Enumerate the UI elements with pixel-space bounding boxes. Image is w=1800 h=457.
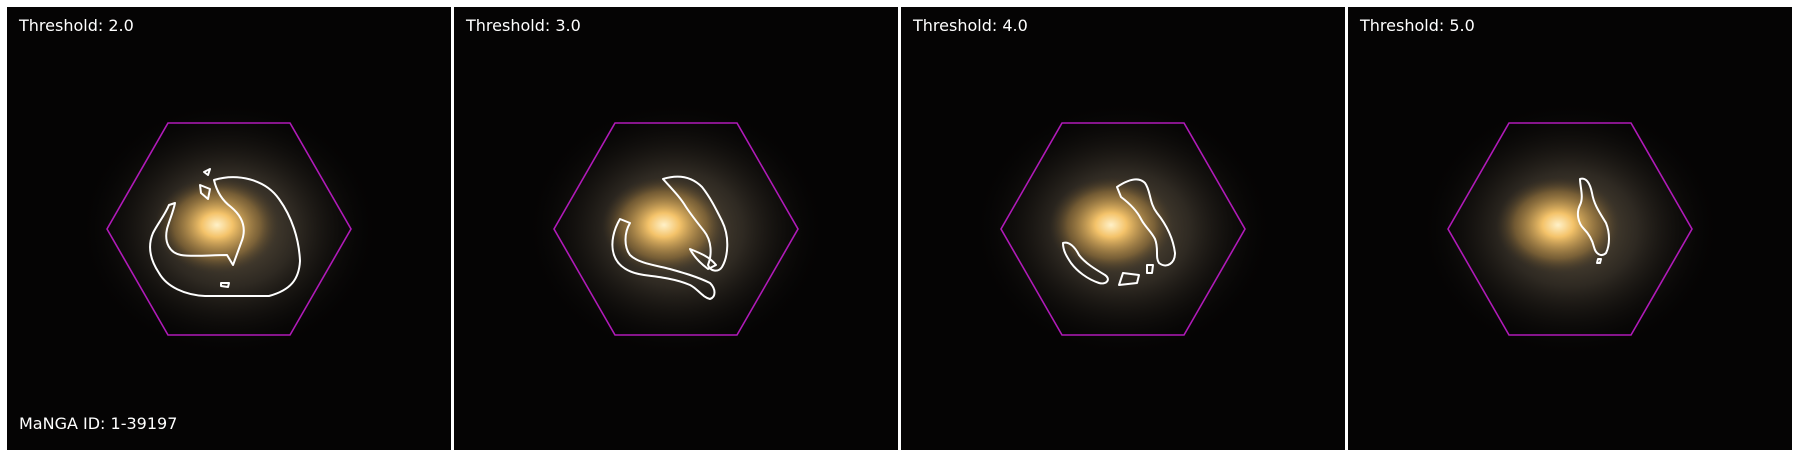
contours xyxy=(611,175,729,300)
galaxy-core xyxy=(602,177,726,273)
contour xyxy=(1116,178,1176,267)
contour xyxy=(199,184,211,200)
ifu-hexagon xyxy=(106,122,352,336)
threshold-label: Threshold: 4.0 xyxy=(913,16,1028,35)
galaxy-image xyxy=(973,101,1273,357)
panel-threshold-2: Threshold: 2.0 MaNGA ID: 1-39197 xyxy=(7,7,451,450)
contour xyxy=(1118,272,1140,286)
contour xyxy=(203,168,211,176)
contour xyxy=(1062,241,1109,285)
threshold-label: Threshold: 5.0 xyxy=(1360,16,1475,35)
contours xyxy=(1576,177,1610,264)
contour xyxy=(1576,177,1610,256)
panel-threshold-3: Threshold: 3.0 xyxy=(454,7,898,450)
contours xyxy=(1062,178,1176,286)
ifu-hexagon xyxy=(1000,122,1246,336)
panel-threshold-4: Threshold: 4.0 xyxy=(901,7,1345,450)
galaxy-image xyxy=(526,101,826,357)
contour xyxy=(689,248,717,270)
galaxy-core xyxy=(1496,177,1620,273)
galaxy-core xyxy=(1049,177,1173,273)
threshold-label: Threshold: 2.0 xyxy=(19,16,134,35)
galaxy-core xyxy=(155,177,279,273)
contour xyxy=(662,175,729,272)
contour xyxy=(220,282,230,288)
ifu-hexagon xyxy=(553,122,799,336)
contours xyxy=(149,168,301,297)
galaxy-image xyxy=(1420,101,1720,357)
contour xyxy=(611,218,716,300)
panel-threshold-5: Threshold: 5.0 xyxy=(1348,7,1792,450)
contour xyxy=(1146,264,1154,274)
threshold-label: Threshold: 3.0 xyxy=(466,16,581,35)
galaxy-image xyxy=(79,101,379,357)
contour xyxy=(1596,258,1602,264)
ifu-hexagon xyxy=(1447,122,1693,336)
manga-id-label: MaNGA ID: 1-39197 xyxy=(19,414,178,433)
contour xyxy=(149,176,301,297)
